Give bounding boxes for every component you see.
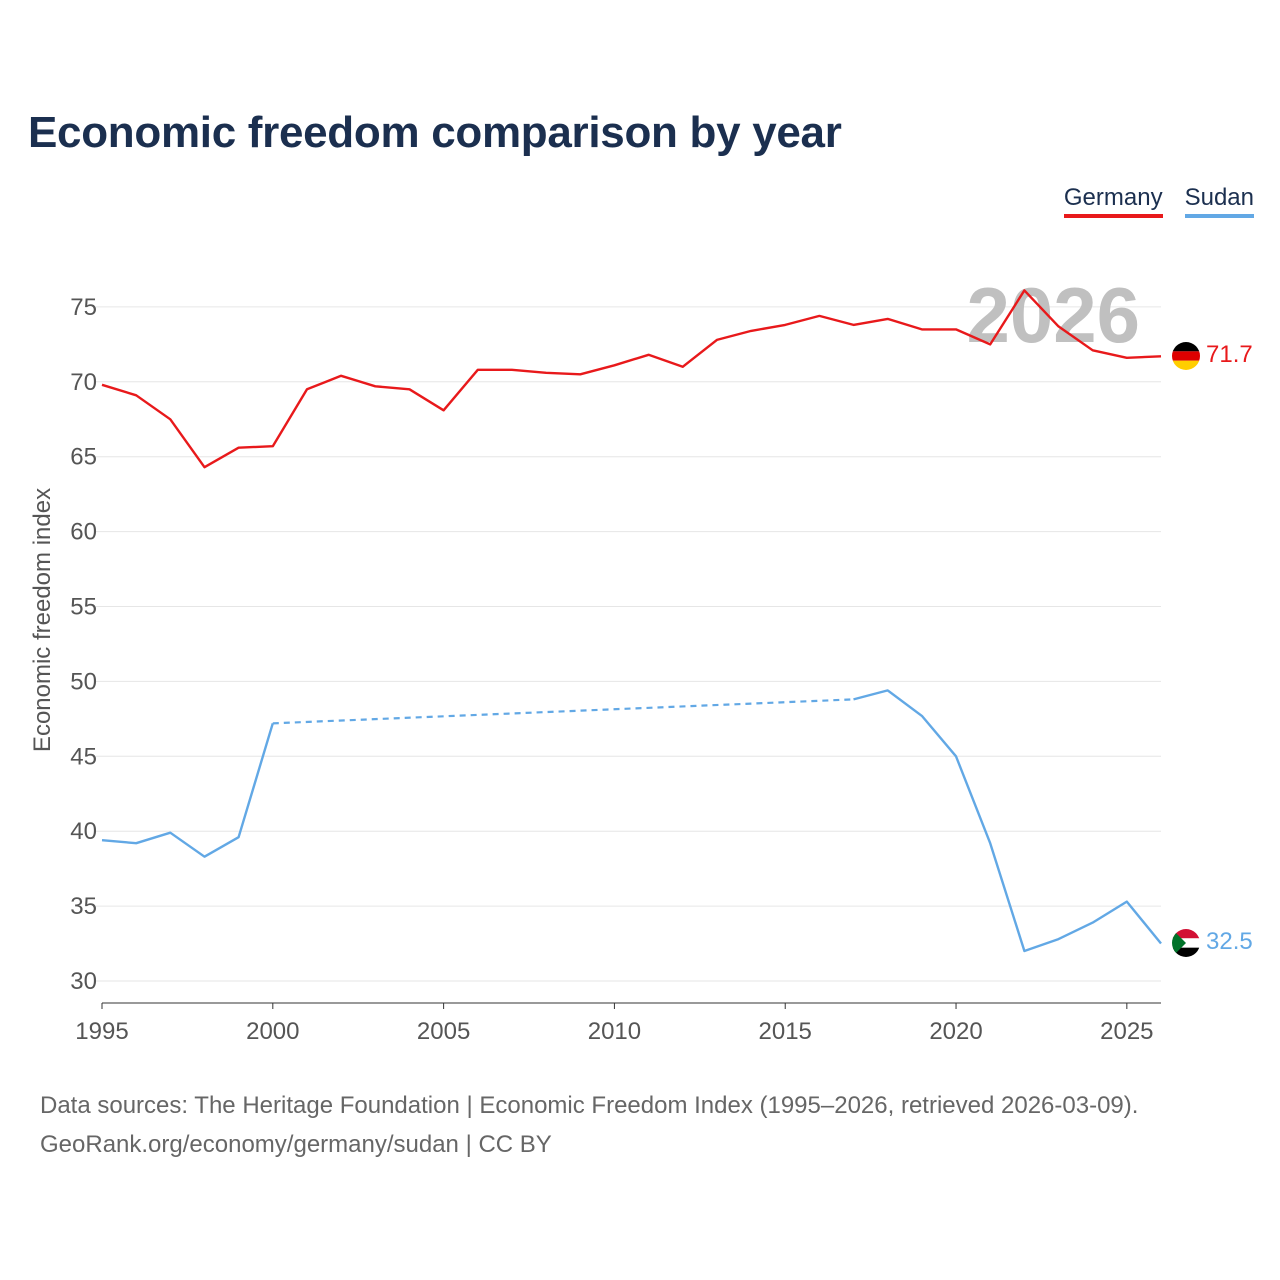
series-line-sudan[interactable] <box>101 722 274 858</box>
data-point-germany[interactable] <box>1158 353 1164 359</box>
source-url[interactable]: GeoRank.org/economy/germany/sudan | CC B… <box>40 1131 552 1158</box>
data-point-germany[interactable] <box>851 322 857 328</box>
data-point-sudan[interactable] <box>1124 899 1130 905</box>
data-point-germany[interactable] <box>1090 347 1096 353</box>
data-point-germany[interactable] <box>1056 323 1062 329</box>
y-tick-label: 60 <box>70 519 97 546</box>
y-tick-label: 40 <box>70 818 97 845</box>
series-gap-sudan <box>272 698 854 725</box>
y-tick-label: 65 <box>70 444 97 471</box>
data-point-sudan[interactable] <box>99 837 105 843</box>
data-point-germany[interactable] <box>816 313 822 319</box>
axes: 30 35 40 45 50 55 60 65 70 75 1995 2000 2005 2010 2015… <box>29 294 1161 1045</box>
data-point-germany[interactable] <box>611 362 617 368</box>
x-tick-label: 2020 <box>929 1018 982 1045</box>
y-tick-label: 55 <box>70 594 97 621</box>
data-point-sudan[interactable] <box>167 830 173 836</box>
data-point-germany[interactable] <box>782 322 788 328</box>
data-point-germany[interactable] <box>133 392 139 398</box>
data-point-germany[interactable] <box>372 383 378 389</box>
x-tick-label: 2010 <box>588 1018 641 1045</box>
data-point-germany[interactable] <box>919 326 925 332</box>
data-point-germany[interactable] <box>885 316 891 322</box>
gridlines <box>96 306 1161 982</box>
sudan-flag-icon <box>1172 929 1200 957</box>
source-note: Data sources: The Heritage Foundation | … <box>40 1086 1138 1164</box>
y-tick-label: 45 <box>70 743 97 770</box>
legend: Germany Sudan <box>1063 184 1254 218</box>
data-point-sudan[interactable] <box>1158 941 1164 947</box>
series <box>99 287 1164 954</box>
legend-item-sudan[interactable]: Sudan <box>1184 184 1254 218</box>
data-point-germany[interactable] <box>304 386 310 392</box>
end-label-sudan: 32.5 <box>1206 928 1253 955</box>
y-tick-label: 70 <box>70 369 97 396</box>
x-tick-label: 2000 <box>246 1018 299 1045</box>
data-point-sudan[interactable] <box>885 687 891 693</box>
data-point-germany[interactable] <box>167 416 173 422</box>
data-point-sudan[interactable] <box>1056 936 1062 942</box>
y-axis-label: Economic freedom index <box>29 488 56 752</box>
data-point-germany[interactable] <box>543 370 549 376</box>
y-tick-label: 30 <box>70 968 97 995</box>
data-point-germany[interactable] <box>236 445 242 451</box>
data-point-germany[interactable] <box>475 367 481 373</box>
legend-item-germany[interactable]: Germany <box>1063 184 1163 218</box>
data-point-germany[interactable] <box>953 326 959 332</box>
data-point-germany[interactable] <box>680 364 686 370</box>
data-point-germany[interactable] <box>201 464 207 470</box>
x-tick-label: 2025 <box>1100 1018 1153 1045</box>
series-line-germany[interactable] <box>101 289 1162 469</box>
data-point-germany[interactable] <box>270 443 276 449</box>
data-point-germany[interactable] <box>1124 355 1130 361</box>
data-point-germany[interactable] <box>338 373 344 379</box>
data-point-sudan[interactable] <box>953 753 959 759</box>
x-tick-label: 2015 <box>759 1018 812 1045</box>
data-point-sudan[interactable] <box>133 840 139 846</box>
data-point-sudan[interactable] <box>1090 920 1096 926</box>
series-line-sudan[interactable] <box>853 689 1162 953</box>
y-tick-label: 75 <box>70 294 97 321</box>
data-point-germany[interactable] <box>509 367 515 373</box>
data-point-sudan[interactable] <box>236 834 242 840</box>
data-point-sudan[interactable] <box>270 720 276 726</box>
data-point-germany[interactable] <box>646 352 652 358</box>
chart-title: Economic freedom comparison by year <box>28 108 842 157</box>
data-point-germany[interactable] <box>577 371 583 377</box>
data-point-germany[interactable] <box>987 341 993 347</box>
data-point-sudan[interactable] <box>919 713 925 719</box>
year-watermark: 2026 <box>966 271 1140 359</box>
data-point-sudan[interactable] <box>201 854 207 860</box>
data-point-sudan[interactable] <box>851 696 857 702</box>
x-tick-label: 2005 <box>417 1018 470 1045</box>
data-point-germany[interactable] <box>441 407 447 413</box>
data-point-germany[interactable] <box>99 382 105 388</box>
data-point-sudan[interactable] <box>987 840 993 846</box>
x-tick-label: 1995 <box>75 1018 128 1045</box>
data-point-sudan[interactable] <box>1021 948 1027 954</box>
y-tick-label: 35 <box>70 893 97 920</box>
data-point-germany[interactable] <box>406 386 412 392</box>
end-label-germany: 71.7 <box>1206 341 1253 368</box>
data-point-germany[interactable] <box>1021 287 1027 293</box>
y-tick-label: 50 <box>70 668 97 695</box>
source-line: Data sources: The Heritage Foundation | … <box>40 1092 1139 1119</box>
data-point-germany[interactable] <box>748 328 754 334</box>
line-chart: 2026 30 35 40 45 50 55 60 65 70 75 1995 2000 2005 201… <box>29 271 1253 1045</box>
data-point-germany[interactable] <box>714 337 720 343</box>
germany-flag-icon <box>1172 342 1200 370</box>
